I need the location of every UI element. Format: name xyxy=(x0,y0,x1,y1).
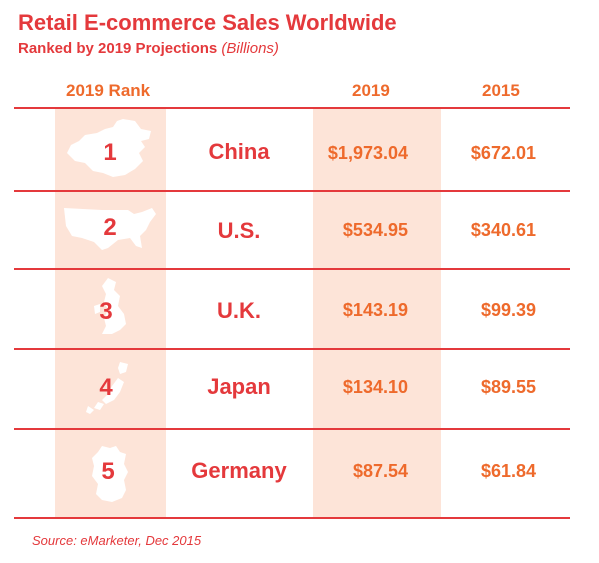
table-row: 4 Japan $134.10 $89.55 xyxy=(0,350,599,428)
value-2019: $87.54 xyxy=(352,461,408,481)
value-2019: $1,973.04 xyxy=(327,143,408,163)
table-row: 2 U.S. $534.95 $340.61 xyxy=(0,192,599,268)
table-row: 5 Germany $87.54 $61.84 xyxy=(0,430,599,517)
rank-column-header: 2019 Rank xyxy=(66,81,151,100)
value-2015: $61.84 xyxy=(480,461,536,481)
rank-number: 4 xyxy=(99,374,113,401)
table-rule xyxy=(14,428,570,430)
uk-map-icon xyxy=(94,278,126,334)
germany-map-icon xyxy=(92,446,128,502)
subtitle-text: Ranked by 2019 Projections xyxy=(18,40,218,57)
value-2015: $672.01 xyxy=(470,143,536,163)
country-name: Japan xyxy=(207,374,271,399)
rank-number: 5 xyxy=(101,458,115,485)
table-rule xyxy=(14,190,570,192)
china-map-icon xyxy=(67,119,151,177)
value-2015: $89.55 xyxy=(480,377,536,397)
table-row: 1 China $1,973.04 $672.01 xyxy=(0,109,599,190)
table-rule xyxy=(14,268,570,270)
rank-number: 2 xyxy=(103,214,117,241)
rank-number: 1 xyxy=(103,139,117,166)
table-rule xyxy=(14,517,570,519)
country-name: China xyxy=(208,139,270,164)
year-2019-column-shade xyxy=(313,108,441,518)
value-2019: $134.10 xyxy=(342,377,408,397)
japan-map-icon xyxy=(86,362,128,414)
table-rule xyxy=(14,348,570,350)
table-rule xyxy=(14,107,570,109)
value-2015: $99.39 xyxy=(480,300,536,320)
source-note: Source: eMarketer, Dec 2015 xyxy=(32,533,202,548)
usa-map-icon xyxy=(64,208,156,250)
country-name: U.K. xyxy=(217,298,261,323)
rank-number: 3 xyxy=(99,298,113,325)
value-2019: $534.95 xyxy=(342,220,408,240)
subtitle-unit: (Billions) xyxy=(221,40,279,57)
year-2019-column-header: 2019 xyxy=(352,81,390,100)
chart-subtitle: Ranked by 2019 Projections (Billions) xyxy=(18,40,279,57)
country-name: U.S. xyxy=(217,218,261,243)
chart-title: Retail E-commerce Sales Worldwide xyxy=(18,10,397,35)
year-2015-column-header: 2015 xyxy=(482,81,520,100)
table-row: 3 U.K. $143.19 $99.39 xyxy=(0,270,599,348)
country-name: Germany xyxy=(191,458,287,483)
value-2015: $340.61 xyxy=(470,220,536,240)
value-2019: $143.19 xyxy=(342,300,408,320)
